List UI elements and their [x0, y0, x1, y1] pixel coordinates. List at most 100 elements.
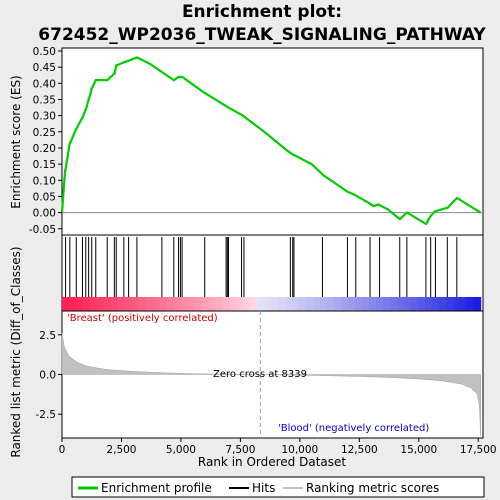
color-band-segment: [201, 297, 210, 311]
x-tick-label: 17,500: [460, 444, 497, 456]
x-tick-label: 5,000: [166, 444, 196, 456]
color-band-segment: [103, 297, 112, 311]
es-y-tick-label: 0.25: [33, 127, 56, 139]
x-axis-label: Rank in Ordered Dataset: [198, 455, 346, 469]
legend-box: [71, 476, 485, 498]
metric-layer: [61, 311, 481, 438]
es-layer: [60, 56, 483, 225]
color-band-segment: [355, 297, 363, 311]
chart-title-line-2: 672452_WP2036_TWEAK_SIGNALING_PATHWAY: [38, 25, 486, 45]
color-band-segment: [194, 297, 203, 311]
axes-layer: -0.050.000.050.100.150.200.250.300.350.4…: [29, 46, 497, 456]
x-tick-label: 0: [59, 444, 66, 456]
color-band-segment: [145, 297, 154, 311]
color-band-segment: [382, 297, 391, 311]
color-band-segment: [327, 297, 335, 311]
es-y-tick-label: 0.45: [33, 62, 56, 74]
color-band-segment: [299, 297, 307, 311]
color-band-segment: [285, 297, 293, 311]
metric-y-tick-label: 0.0: [39, 370, 56, 382]
color-band-segment: [89, 297, 98, 311]
color-band-segment: [236, 297, 245, 311]
color-band-segment: [313, 297, 321, 311]
color-band-segment: [445, 297, 454, 311]
color-band-segment: [375, 297, 384, 311]
color-band-segment: [96, 297, 105, 311]
hits-layer: [65, 237, 458, 297]
legend-label-ranking: Ranking metric scores: [306, 481, 439, 495]
x-tick-label: 2,500: [106, 444, 136, 456]
color-band-segment: [222, 297, 231, 311]
es-y-tick-label: 0.00: [33, 208, 56, 220]
color-band-segment: [389, 297, 398, 311]
color-band-segment: [424, 297, 433, 311]
es-y-axis-label: Enrichment score (ES): [9, 75, 23, 208]
x-tick-label: 10,000: [281, 444, 318, 456]
color-band-segment: [159, 297, 168, 311]
es-y-tick-label: 0.10: [33, 175, 56, 187]
color-band-segment: [243, 297, 251, 311]
color-band-segment: [459, 297, 468, 311]
color-band-segment: [229, 297, 238, 311]
color-band-segment: [68, 297, 77, 311]
color-band-segment: [403, 297, 412, 311]
color-band-segment: [75, 297, 84, 311]
metric-y-axis-label: Ranked list metric (Diff_of_Classes): [9, 246, 23, 457]
color-band-segment: [431, 297, 440, 311]
es-y-tick-label: 0.15: [33, 159, 56, 171]
color-band-segment: [438, 297, 447, 311]
color-band-segment: [362, 297, 370, 311]
es-y-tick-label: 0.40: [33, 78, 56, 90]
color-band-segment: [306, 297, 314, 311]
color-band-segment: [208, 297, 217, 311]
color-band-segment: [180, 297, 189, 311]
es-y-tick-label: 0.30: [33, 111, 56, 123]
color-band-segment: [466, 297, 475, 311]
x-tick-label: 7,500: [225, 444, 255, 456]
color-band-segment: [250, 297, 258, 311]
color-band-segment: [166, 297, 175, 311]
color-band-segment: [292, 297, 300, 311]
color-band-segment: [396, 297, 405, 311]
color-band-segment: [452, 297, 461, 311]
legend: Enrichment profile Hits Ranking metric s…: [71, 476, 485, 498]
color-band-segment: [320, 297, 328, 311]
color-band-segment: [271, 297, 279, 311]
color-band-segment: [124, 297, 133, 311]
es-panel: [61, 47, 484, 236]
x-tick-label: 15,000: [400, 444, 437, 456]
chart-title-line-1: Enrichment plot:: [182, 2, 342, 22]
color-band-segment: [152, 297, 161, 311]
zero-cross-label: Zero cross at 8339: [213, 369, 307, 380]
color-band-segment: [348, 297, 356, 311]
es-y-tick-label: 0.35: [33, 94, 56, 106]
color-band-segment: [473, 297, 482, 311]
color-band-segment: [417, 297, 426, 311]
color-band-segment: [187, 297, 196, 311]
rank-color-band: [62, 297, 482, 311]
es-y-tick-label: 0.50: [33, 46, 56, 58]
negative-class-label: 'Blood' (negatively correlated): [278, 423, 429, 434]
metric-y-tick-label: 2.5: [39, 330, 56, 342]
color-band-segment: [341, 297, 349, 311]
color-band-segment: [138, 297, 147, 311]
legend-label-enrichment: Enrichment profile: [101, 481, 212, 495]
color-band-segment: [131, 297, 140, 311]
es-y-tick-label: 0.05: [33, 191, 56, 203]
color-band-segment: [257, 297, 265, 311]
enrichment-profile-line: [60, 56, 482, 225]
color-band-segment: [110, 297, 119, 311]
metric-y-tick-label: -2.5: [36, 409, 57, 421]
color-band-segment: [62, 297, 70, 311]
color-band-segment: [278, 297, 286, 311]
es-y-tick-label: -0.05: [29, 224, 56, 236]
legend-label-hits: Hits: [252, 481, 275, 495]
color-band-segment: [410, 297, 419, 311]
color-band-segment: [215, 297, 224, 311]
es-y-tick-label: 0.20: [33, 143, 56, 155]
color-band-segment: [173, 297, 182, 311]
color-band-segment: [334, 297, 342, 311]
positive-class-label: 'Breast' (positively correlated): [67, 313, 218, 324]
color-band-segment: [368, 297, 377, 311]
